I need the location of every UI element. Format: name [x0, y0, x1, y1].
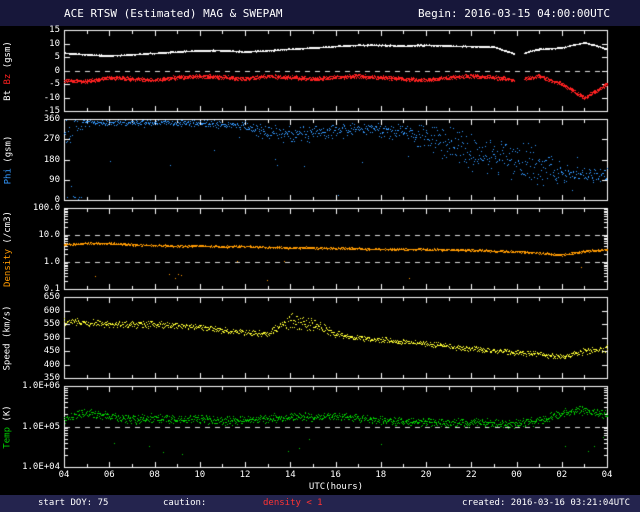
y-tick-label: 15 [49, 25, 60, 35]
y-tick-label: 5 [54, 52, 60, 62]
x-tick-label: 16 [330, 470, 341, 480]
x-tick-label: 08 [149, 470, 160, 480]
x-axis-title: UTC(hours) [308, 482, 364, 492]
y-axis-title: Density (/cm3) [3, 210, 13, 287]
x-tick-label: 00 [511, 470, 522, 480]
y-tick-label: 350 [43, 373, 60, 383]
x-tick-label: 04 [58, 470, 70, 480]
y-tick-label: 0 [54, 195, 60, 205]
y-tick-label: 500 [43, 332, 60, 343]
y-tick-label: 180 [43, 154, 60, 165]
y-tick-label: 550 [43, 319, 60, 329]
y-axis-title: Speed (km/s) [3, 304, 13, 371]
caution-label: caution: [163, 498, 207, 508]
x-tick-label: 02 [556, 470, 568, 480]
y-tick-label: 1.0E+05 [22, 421, 60, 432]
y-tick-label: 1.0 [43, 257, 60, 267]
y-axis-title: Phi (gsm) [3, 135, 13, 184]
footer-bar: start DOY: 75 caution: density < 1 creat… [0, 495, 640, 512]
y-tick-label: 100.0 [32, 203, 60, 213]
y-axis-title: Temp (K) [3, 404, 13, 449]
y-tick-label: 0.1 [43, 284, 60, 294]
x-tick-label: 04 [601, 470, 613, 480]
y-tick-label: 10 [49, 38, 60, 49]
y-tick-label: 650 [43, 292, 60, 302]
header-bar: ACE RTSW (Estimated) MAG & SWEPAM Begin:… [0, 0, 640, 26]
x-tick-label: 14 [284, 470, 296, 480]
begin-timestamp: Begin: 2016-03-15 04:00:00UTC [417, 7, 610, 20]
y-tick-label: 1.0E+04 [22, 462, 60, 472]
y-tick-label: 1.0E+06 [22, 381, 60, 391]
x-tick-label: 12 [239, 470, 251, 480]
x-tick-label: 20 [420, 470, 432, 480]
y-tick-label: 450 [43, 346, 60, 356]
x-tick-label: 22 [465, 470, 477, 480]
y-axis-title: Bt Bz (gsm) [3, 40, 13, 101]
x-tick-label: 06 [103, 470, 115, 480]
y-tick-label: 400 [43, 359, 60, 370]
y-tick-label: -5 [49, 79, 60, 89]
created-timestamp: created: 2016-03-16 03:21:04UTC [462, 498, 630, 508]
caution-value: density < 1 [263, 498, 323, 508]
y-tick-label: 600 [43, 305, 60, 316]
page-title: ACE RTSW (Estimated) MAG & SWEPAM [64, 7, 283, 20]
x-tick-label: 18 [375, 470, 387, 480]
y-tick-label: 10.0 [38, 230, 60, 240]
y-tick-label: 0 [54, 65, 60, 76]
y-tick-label: 90 [49, 174, 60, 185]
start-doy-label: start DOY: 75 [38, 498, 109, 508]
y-tick-label: 360 [43, 114, 60, 124]
y-tick-label: -15 [43, 106, 60, 116]
y-tick-label: 270 [43, 134, 60, 145]
x-tick-label: 10 [194, 470, 206, 480]
y-tick-label: -10 [43, 92, 60, 103]
